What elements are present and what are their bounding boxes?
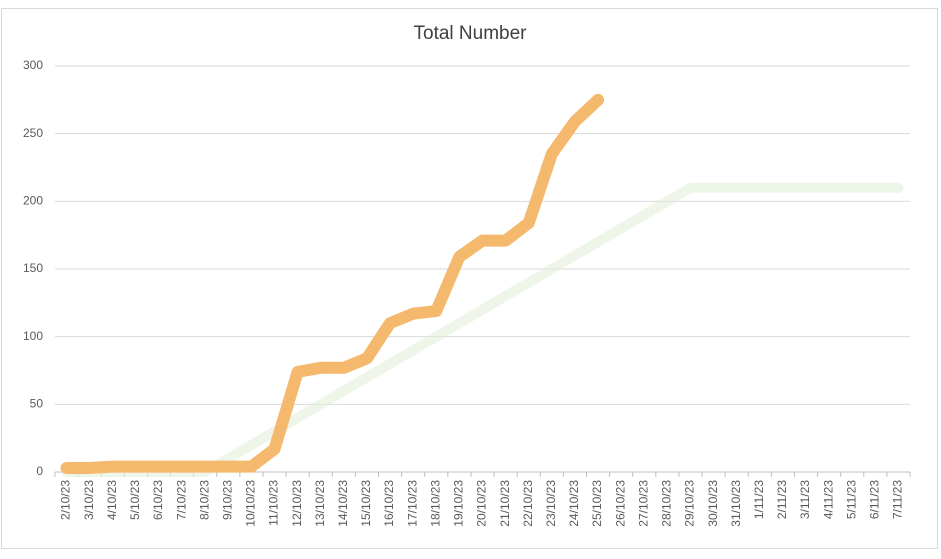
x-tick-label: 27/10/23 [636, 480, 650, 527]
x-tick-label: 6/10/23 [151, 480, 165, 520]
y-tick-label: 50 [30, 397, 44, 411]
y-tick-label: 150 [23, 261, 43, 275]
x-tick-label: 10/10/23 [244, 480, 258, 527]
x-tick-label: 2/11/23 [775, 480, 789, 519]
x-tick-label: 24/10/23 [567, 480, 581, 527]
x-tick-label: 12/10/23 [290, 480, 304, 527]
x-tick-label: 17/10/23 [405, 480, 419, 527]
x-tick-label: 30/10/23 [706, 480, 720, 527]
y-tick-label: 100 [23, 329, 43, 343]
y-tick-label: 300 [23, 58, 43, 72]
x-tick-label: 31/10/23 [729, 480, 743, 527]
x-tick-label: 5/11/23 [844, 480, 858, 519]
y-tick-label: 250 [23, 126, 43, 140]
x-tick-label: 13/10/23 [313, 480, 327, 527]
x-tick-label: 16/10/23 [382, 480, 396, 527]
x-tick-label: 15/10/23 [359, 480, 373, 527]
x-tick-label: 3/10/23 [82, 480, 96, 520]
x-tick-label: 22/10/23 [521, 480, 535, 527]
x-tick-label: 18/10/23 [428, 480, 442, 527]
x-tick-label: 2/10/23 [59, 480, 73, 520]
y-tick-label: 200 [23, 194, 43, 208]
x-tick-label: 28/10/23 [660, 480, 674, 527]
chart-title: Total Number [414, 23, 528, 44]
x-tick-label: 7/11/23 [891, 480, 905, 519]
x-tick-label: 8/10/23 [197, 480, 211, 520]
x-tick-label: 25/10/23 [590, 480, 604, 527]
data-line [60, 93, 605, 474]
x-tick-label: 11/10/23 [267, 480, 281, 526]
x-tick-label: 26/10/23 [613, 480, 627, 527]
x-tick-label: 20/10/23 [475, 480, 489, 527]
x-tick-label: 9/10/23 [220, 480, 234, 520]
x-tick-label: 23/10/23 [544, 480, 558, 527]
x-tick-label: 21/10/23 [498, 480, 512, 527]
x-tick-label: 5/10/23 [128, 480, 142, 520]
x-tick-label: 4/11/23 [821, 480, 835, 519]
x-tick-label: 3/11/23 [798, 480, 812, 519]
x-tick-label: 29/10/23 [683, 480, 697, 527]
x-tick-label: 14/10/23 [336, 480, 350, 527]
chart-frame [1, 8, 938, 549]
x-tick-label: 7/10/23 [174, 480, 188, 520]
x-tick-label: 4/10/23 [105, 480, 119, 520]
x-tick-label: 1/11/23 [752, 480, 766, 519]
y-tick-label: 0 [36, 464, 43, 478]
x-tick-label: 19/10/23 [452, 480, 466, 527]
x-tick-label: 6/11/23 [868, 480, 882, 519]
